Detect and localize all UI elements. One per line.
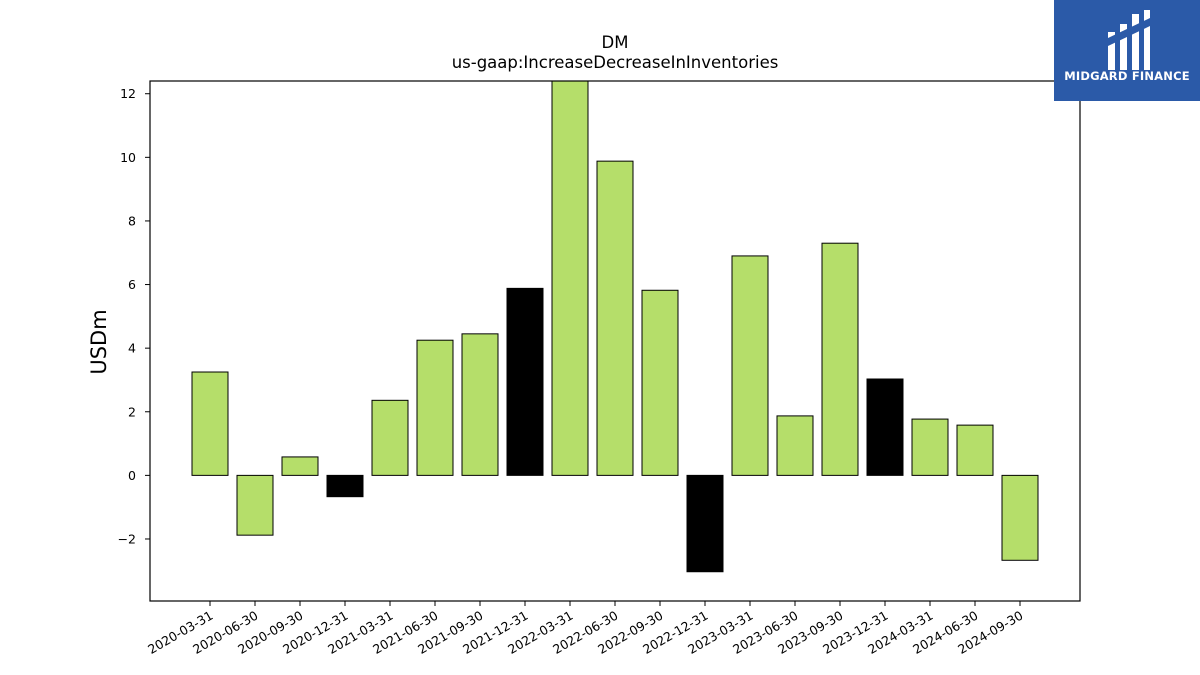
y-tick-label: 8 [128, 213, 136, 228]
bar-2022-03-31 [551, 80, 589, 476]
y-tick-label: 2 [128, 404, 136, 419]
y-tick-label: −2 [118, 531, 136, 546]
chart-subtitle: us-gaap:IncreaseDecreaseInInventories [452, 53, 779, 72]
plot-frame [149, 80, 1081, 602]
midgard-finance-logo: MIDGARD FINANCE [1054, 0, 1200, 101]
bar-2022-06-30 [596, 160, 634, 476]
bar-2021-12-31 [506, 287, 544, 476]
y-tick-label: 6 [128, 277, 136, 292]
bar-2020-09-30 [281, 456, 319, 476]
y-tick-label: 0 [128, 468, 136, 483]
bar-2021-03-31 [371, 399, 409, 476]
bar-2020-06-30 [236, 474, 274, 536]
bar-2023-09-30 [821, 242, 859, 476]
bar-2020-12-31 [326, 474, 364, 498]
chart-title: DM [602, 33, 629, 52]
bar-2023-03-31 [731, 255, 769, 476]
y-axis-label: USDm [87, 309, 111, 374]
bar-2024-03-31 [911, 418, 949, 476]
y-tick-label: 4 [128, 341, 136, 356]
bar-2020-03-31 [191, 371, 229, 476]
bar-2022-12-31 [686, 474, 724, 573]
bar-2022-09-30 [641, 289, 679, 476]
y-tick-label: 12 [120, 86, 136, 101]
bar-2024-09-30 [1001, 474, 1039, 561]
logo-text: MIDGARD FINANCE [1064, 69, 1190, 83]
y-tick-label: 10 [120, 150, 136, 165]
midgard-logo-icon [1108, 10, 1150, 70]
bar-2023-12-31 [866, 378, 904, 476]
bar-2023-06-30 [776, 415, 814, 476]
bar-2024-06-30 [956, 424, 994, 476]
bar-2021-06-30 [416, 339, 454, 476]
bar-2021-09-30 [461, 333, 499, 476]
